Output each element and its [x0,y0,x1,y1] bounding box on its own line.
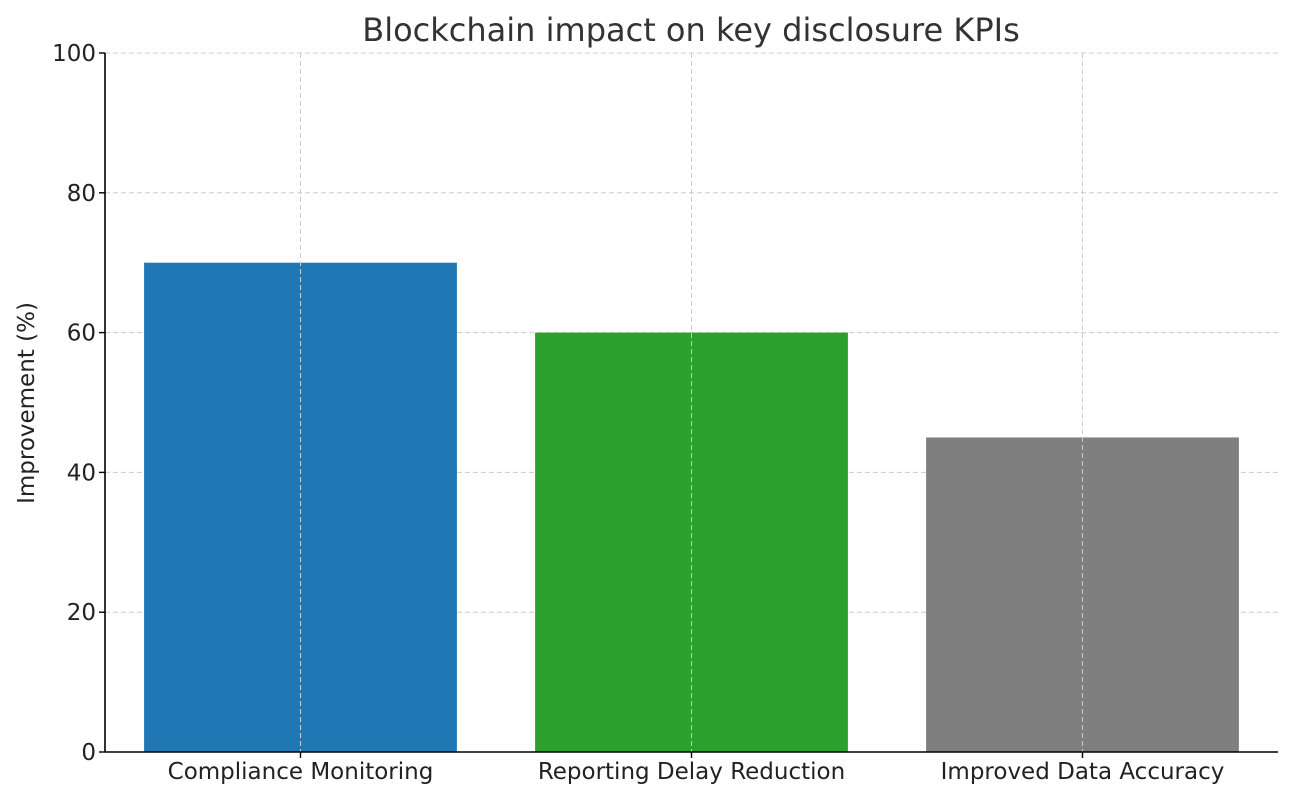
x-tick-label: Reporting Delay Reduction [538,759,845,785]
x-tick-label: Improved Data Accuracy [941,759,1225,785]
y-tick-label: 0 [81,740,96,766]
x-axis-ticks: Compliance Monitoring Reporting Delay Red… [168,752,1225,785]
y-axis-label: Improvement (%) [14,302,40,504]
bars [144,53,1239,752]
y-tick-label: 80 [67,181,96,207]
y-tick-label: 40 [67,460,96,486]
y-tick-label: 100 [52,41,96,67]
x-tick-label: Compliance Monitoring [168,759,434,785]
y-tick-label: 20 [67,600,96,626]
y-axis-ticks: 0 20 40 60 80 100 [52,41,105,766]
chart-title: Blockchain impact on key disclosure KPIs [362,11,1019,49]
y-tick-label: 60 [67,321,96,347]
